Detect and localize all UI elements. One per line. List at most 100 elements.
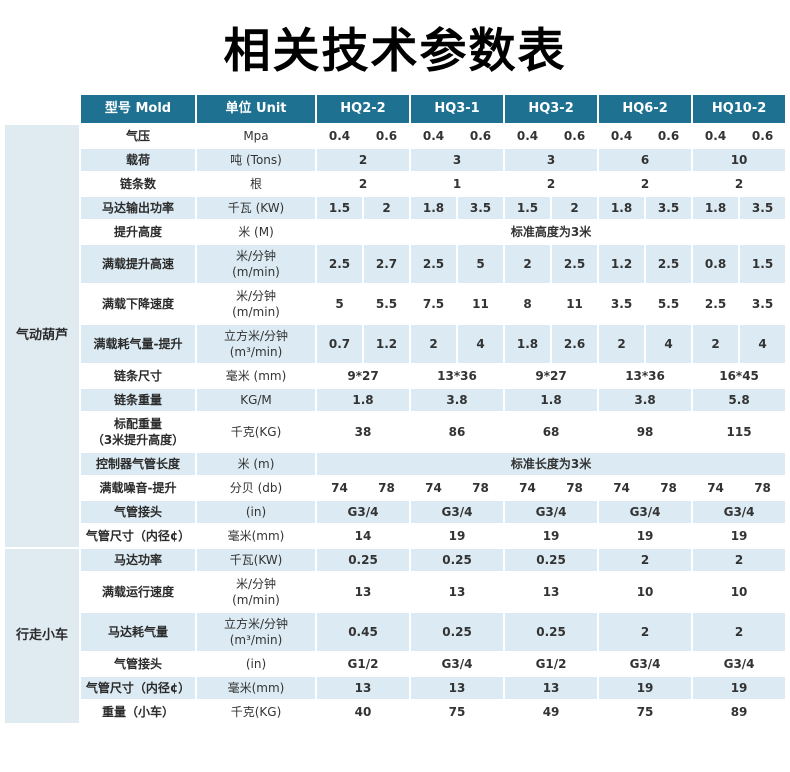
value-cell: 0.25 [411, 548, 504, 571]
value-cell: 1.8 [599, 196, 645, 219]
column-header-model: 型号 Mold [81, 94, 195, 123]
unit-cell: (in) [197, 652, 315, 675]
value-cell: 3 [411, 148, 504, 171]
value-cell: G3/4 [411, 652, 504, 675]
value-cell: 3.8 [599, 388, 692, 411]
value-cell: 6 [599, 148, 692, 171]
value-cell: 2 [505, 172, 598, 195]
value-cell: 5.8 [693, 388, 786, 411]
table-row: 马达耗气量 立方米/分钟 (m³/min) 0.45 0.25 0.25 2 2 [5, 612, 786, 651]
page-title: 相关技术参数表 [223, 24, 567, 79]
value-cell: 0.25 [317, 548, 410, 571]
value-cell: 0.25 [505, 548, 598, 571]
unit-cell: 立方米/分钟 (m³/min) [197, 612, 315, 651]
value-cell: 13 [317, 572, 410, 611]
column-header-hq3-1: HQ3-1 [411, 94, 504, 123]
value-cell: 89 [693, 700, 786, 723]
row-label: 满载耗气量-提升 [81, 324, 195, 363]
value-cell: 0.4 [505, 124, 551, 147]
value-cell: 2 [317, 172, 410, 195]
value-cell: 19 [411, 524, 504, 547]
value-cell: 4 [646, 324, 692, 363]
row-label: 满载下降速度 [81, 284, 195, 323]
value-cell: 13 [505, 676, 598, 699]
value-cell: 40 [317, 700, 410, 723]
value-cell: 0.4 [599, 124, 645, 147]
value-cell: 3.5 [599, 284, 645, 323]
value-cell: 5.5 [646, 284, 692, 323]
value-cell: 1.8 [505, 388, 598, 411]
unit-cell: Mpa [197, 124, 315, 147]
value-cell: G3/4 [599, 652, 692, 675]
value-cell: 2.7 [364, 244, 410, 283]
value-cell: 0.25 [505, 612, 598, 651]
column-header-hq6-2: HQ6-2 [599, 94, 692, 123]
table-row: 满载耗气量-提升 立方米/分钟 (m³/min) 0.7 1.2 2 4 1.8 2.6 2 4 2… [5, 324, 786, 363]
value-cell: 3.5 [740, 196, 786, 219]
unit-cell: 毫米(mm) [197, 524, 315, 547]
value-cell: 10 [693, 572, 786, 611]
table-row: 满载运行速度 米/分钟 (m/min) 13 13 13 10 10 [5, 572, 786, 611]
value-cell: 5.5 [364, 284, 410, 323]
value-cell: 3.8 [411, 388, 504, 411]
unit-cell: 米/分钟 (m/min) [197, 572, 315, 611]
value-cell: 74 [317, 476, 362, 499]
row-label: 提升高度 [81, 220, 195, 243]
row-label: 满载提升高速 [81, 244, 195, 283]
table-row: 气动葫芦 气压 Mpa 0.4 0.6 0.4 0.6 0.4 0.6 0.4 0.6 0.4 0.6 [5, 124, 786, 547]
unit-cell: 吨 (Tons) [197, 148, 315, 171]
value-cell: 1.8 [505, 324, 551, 363]
value-cell: 5 [458, 244, 504, 283]
unit-cell: 米 (M) [197, 220, 315, 243]
value-cell: 9*27 [505, 364, 598, 387]
unit-cell: 千瓦(KW) [197, 548, 315, 571]
value-cell: 78 [740, 476, 786, 499]
value-cell: 4 [740, 324, 786, 363]
value-cell: 2.5 [646, 244, 692, 283]
row-label: 马达功率 [81, 548, 195, 571]
value-cell: G3/4 [411, 500, 504, 523]
value-cell: 1.8 [317, 388, 410, 411]
section-label: 行走小车 [5, 548, 79, 723]
row-label: 链条数 [81, 172, 195, 195]
table-row: 气管接头 (in) G3/4 G3/4 G3/4 G3/4 G3/4 [5, 500, 786, 523]
unit-cell: 分贝 (db) [197, 476, 315, 499]
value-cell: 0.6 [646, 124, 692, 147]
header-row: 型号 Mold 单位 Unit HQ2-2 HQ3-1 HQ3-2 HQ6-2 HQ10-2 [5, 94, 786, 123]
value-cell: G3/4 [693, 652, 786, 675]
table-body: 气动葫芦 气压 Mpa 0.4 0.6 0.4 0.6 0.4 0.6 0.4 0.6 0.4 0.6 载… [5, 124, 786, 723]
value-cell: 74 [505, 476, 551, 499]
value-cell: 2 [317, 148, 410, 171]
row-label: 载荷 [81, 148, 195, 171]
value-cell: 0.45 [317, 612, 410, 651]
value-cell: 0.6 [552, 124, 598, 147]
value-cell: G1/2 [317, 652, 410, 675]
table-head: 型号 Mold 单位 Unit HQ2-2 HQ3-1 HQ3-2 HQ6-2 HQ10-2 [5, 94, 786, 123]
value-cell: 2 [505, 244, 551, 283]
value-cell: 0.7 [317, 324, 362, 363]
row-label: 气管接头 [81, 652, 195, 675]
value-cell: 1 [411, 172, 504, 195]
row-label: 重量（小车） [81, 700, 195, 723]
value-cell: 86 [411, 412, 504, 451]
column-header-hq3-2: HQ3-2 [505, 94, 598, 123]
value-cell: G1/2 [505, 652, 598, 675]
value-cell: 19 [599, 676, 692, 699]
value-cell: G3/4 [317, 500, 410, 523]
value-cell: 13 [411, 572, 504, 611]
value-cell: 78 [364, 476, 410, 499]
row-label: 满载噪音-提升 [81, 476, 195, 499]
table-row: 满载提升高速 米/分钟 (m/min) 2.5 2.7 2.5 5 2 2.5 1.2 2.5 0.… [5, 244, 786, 283]
value-cell: 78 [458, 476, 504, 499]
value-cell: 0.6 [740, 124, 786, 147]
value-cell: 2 [599, 612, 692, 651]
value-cell: G3/4 [599, 500, 692, 523]
unit-cell: 毫米(mm) [197, 676, 315, 699]
value-cell: 2 [693, 172, 786, 195]
value-cell: G3/4 [693, 500, 786, 523]
value-cell: 49 [505, 700, 598, 723]
value-cell: 0.6 [364, 124, 410, 147]
value-cell: 68 [505, 412, 598, 451]
value-cell: 13 [505, 572, 598, 611]
value-cell: 1.5 [505, 196, 551, 219]
